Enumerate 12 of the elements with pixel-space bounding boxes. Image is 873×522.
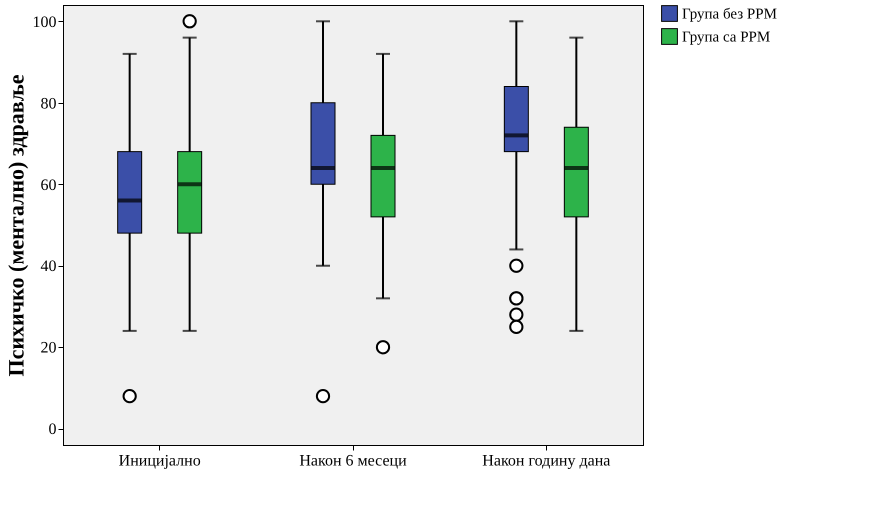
- y-tick-label: 40: [40, 258, 56, 276]
- y-tick-label: 0: [48, 421, 56, 438]
- x-tick-label: Након 6 месеци: [299, 452, 408, 470]
- y-tick-label: 60: [40, 176, 56, 194]
- y-tick-label: 20: [40, 340, 56, 357]
- y-axis-title: Психичко (ментално) здравље: [4, 74, 28, 376]
- x-tick-label: Након годину дана: [482, 452, 610, 470]
- y-tick-label: 100: [32, 14, 56, 31]
- legend-label: Група без РРМ: [682, 6, 777, 22]
- y-tick-label: 80: [40, 95, 56, 112]
- x-tick-label: Иницијално: [118, 452, 201, 470]
- legend-label: Група са РРМ: [682, 30, 770, 46]
